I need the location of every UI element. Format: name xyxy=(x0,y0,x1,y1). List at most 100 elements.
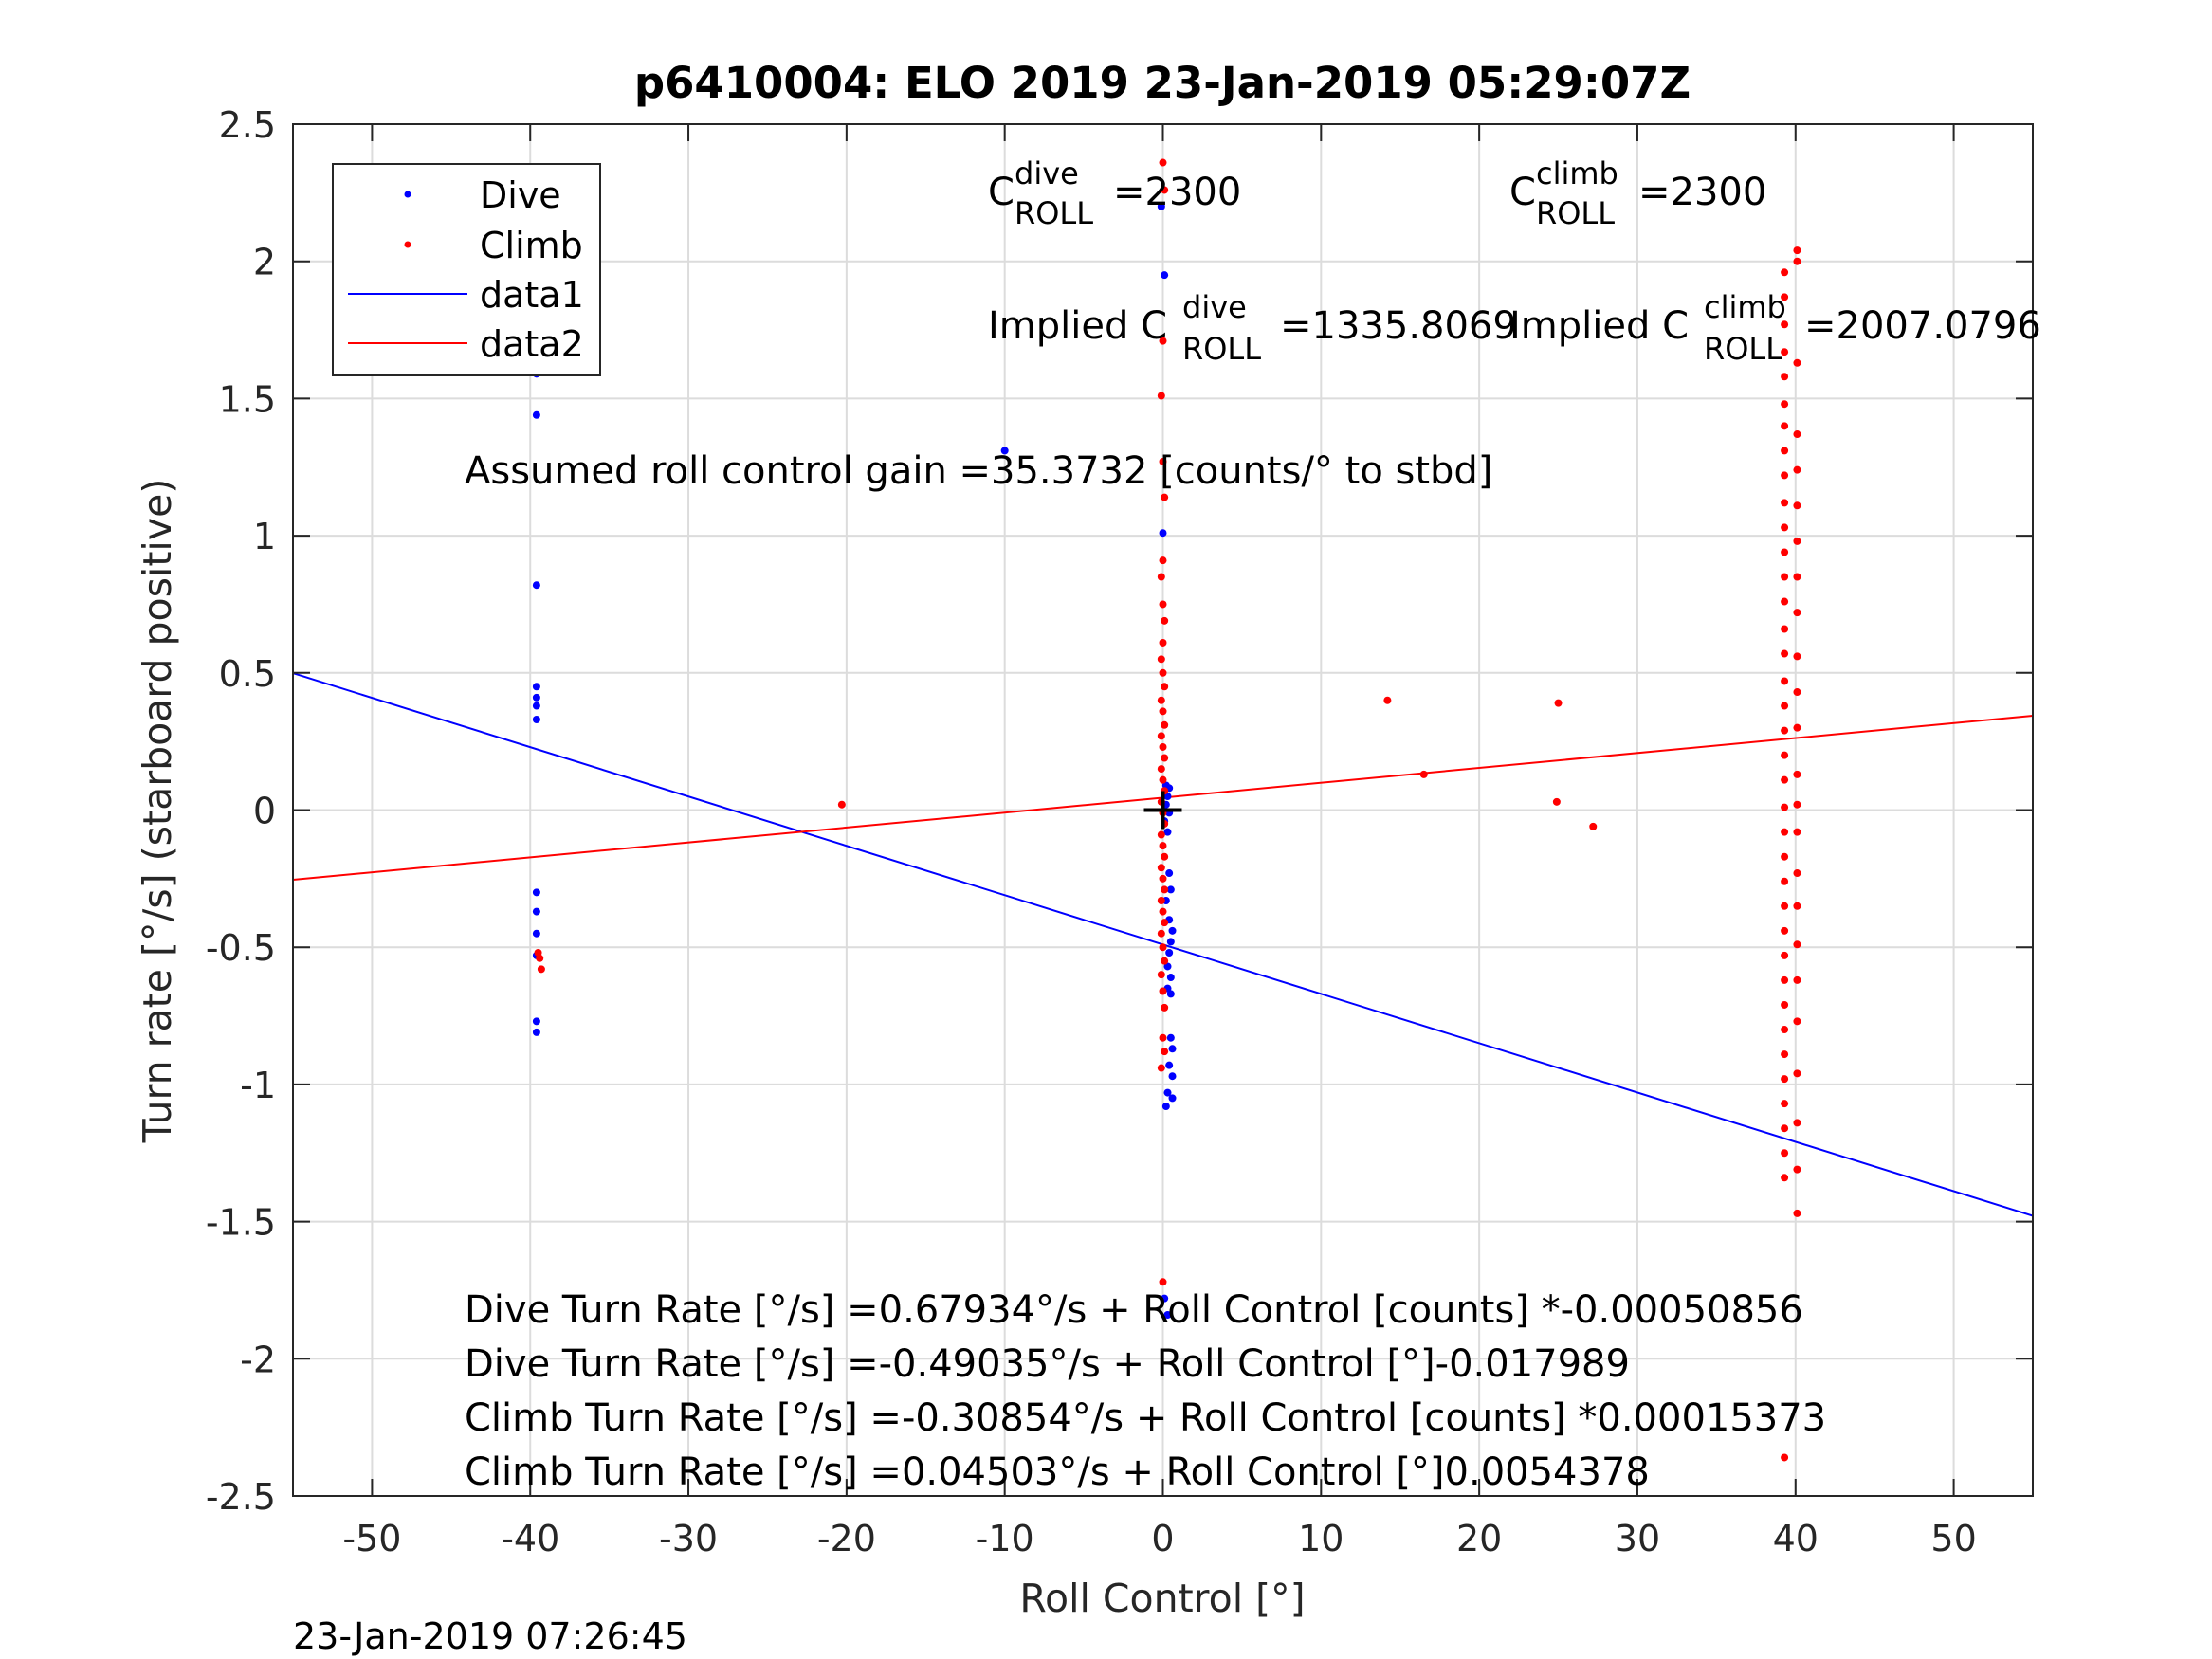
point-climb xyxy=(1793,501,1801,510)
point-climb xyxy=(1157,1064,1165,1072)
svg-text:dive: dive xyxy=(1182,289,1247,325)
point-climb xyxy=(1159,158,1167,167)
point-climb xyxy=(1157,655,1165,664)
svg-text:dive: dive xyxy=(1015,155,1079,191)
point-climb xyxy=(1793,1069,1801,1078)
x-tick-label: 0 xyxy=(1151,1518,1174,1559)
point-climb xyxy=(1157,929,1165,938)
point-climb xyxy=(1781,951,1789,959)
svg-text:ROLL: ROLL xyxy=(1536,195,1615,231)
point-climb xyxy=(1781,499,1789,507)
point-dive xyxy=(532,702,540,710)
point-climb xyxy=(1157,830,1165,839)
point-climb xyxy=(1793,465,1801,474)
x-tick-label: -50 xyxy=(342,1518,401,1559)
point-climb xyxy=(1161,493,1169,501)
point-climb xyxy=(1793,1017,1801,1026)
point-climb xyxy=(1159,638,1167,647)
point-climb xyxy=(1161,720,1169,729)
point-climb xyxy=(1781,775,1789,784)
point-dive xyxy=(1168,1072,1177,1081)
point-climb xyxy=(1161,885,1169,894)
point-climb xyxy=(1383,696,1392,704)
point-climb xyxy=(1159,600,1167,609)
point-climb xyxy=(1781,597,1789,606)
origin-marker xyxy=(1143,791,1182,830)
svg-text:=1335.8069: =1335.8069 xyxy=(1280,304,1517,348)
point-climb xyxy=(1793,257,1801,265)
point-dive xyxy=(532,907,540,916)
point-dive xyxy=(1161,1103,1170,1111)
point-dive xyxy=(1161,1294,1169,1303)
point-dive xyxy=(1165,1061,1174,1069)
point-climb xyxy=(1157,392,1165,400)
legend-swatch-dive xyxy=(404,191,411,198)
point-climb xyxy=(1781,902,1789,910)
point-dive xyxy=(1163,1310,1172,1319)
point-dive xyxy=(1166,885,1175,894)
annotation-eq-dive-counts: Dive Turn Rate [°/s] =0.67934°/s + Roll … xyxy=(465,1288,1803,1332)
chart-title: p6410004: ELO 2019 23-Jan-2019 05:29:07Z xyxy=(634,58,1691,108)
point-climb xyxy=(1159,1033,1167,1042)
point-climb xyxy=(1161,754,1169,762)
point-climb xyxy=(1781,803,1789,811)
svg-text:=2300: =2300 xyxy=(1638,171,1766,214)
legend-label-climb: Climb xyxy=(480,225,583,266)
point-climb xyxy=(1781,400,1789,409)
svg-text:C: C xyxy=(988,171,1015,214)
svg-text:=2007.0796: =2007.0796 xyxy=(1804,304,2041,348)
point-dive xyxy=(1166,974,1175,982)
point-climb xyxy=(837,800,846,809)
point-dive xyxy=(1166,938,1175,946)
point-dive xyxy=(532,693,540,702)
point-climb xyxy=(1781,293,1789,301)
point-dive xyxy=(1157,202,1165,210)
point-climb xyxy=(1781,320,1789,329)
point-climb xyxy=(1793,430,1801,439)
point-climb xyxy=(1552,797,1561,806)
y-tick-label: 2.5 xyxy=(219,104,276,146)
point-climb xyxy=(1793,869,1801,878)
svg-text:ROLL: ROLL xyxy=(1182,331,1261,367)
point-dive xyxy=(1168,926,1177,935)
point-climb xyxy=(1159,742,1167,751)
legend-label-data1: data1 xyxy=(480,274,584,316)
point-climb xyxy=(1781,447,1789,455)
point-dive xyxy=(532,1017,540,1026)
point-climb xyxy=(1781,348,1789,356)
point-climb xyxy=(1159,943,1167,952)
point-climb xyxy=(1159,775,1167,784)
annotation-c-climb: C climb ROLL =2300 xyxy=(1509,155,1766,231)
svg-text:Implied C: Implied C xyxy=(1509,304,1689,348)
svg-text:ROLL: ROLL xyxy=(1704,331,1782,367)
point-climb xyxy=(1161,852,1169,861)
y-tick-label: -1 xyxy=(240,1065,276,1106)
point-dive xyxy=(1165,948,1174,957)
point-climb xyxy=(1793,1165,1801,1174)
point-climb xyxy=(1793,537,1801,545)
axis-ticks xyxy=(293,123,2033,1497)
point-climb xyxy=(1781,751,1789,759)
y-tick-label: -1.5 xyxy=(206,1202,276,1244)
y-tick-label: -2.5 xyxy=(206,1476,276,1518)
point-climb xyxy=(1157,732,1165,740)
point-climb xyxy=(1157,573,1165,581)
point-climb xyxy=(1793,1209,1801,1217)
point-climb xyxy=(537,965,545,974)
point-climb xyxy=(1793,688,1801,697)
point-climb xyxy=(1793,609,1801,617)
point-climb xyxy=(1161,919,1169,927)
point-climb xyxy=(1781,1100,1789,1108)
point-climb xyxy=(1554,699,1563,707)
point-dive xyxy=(1159,529,1167,538)
y-tick-label: -0.5 xyxy=(206,927,276,969)
point-dive xyxy=(1000,447,1009,455)
point-climb xyxy=(1161,186,1169,194)
point-climb xyxy=(1793,573,1801,581)
point-climb xyxy=(1781,1453,1789,1462)
point-climb xyxy=(1781,1000,1789,1009)
annotation-eq-dive-degrees: Dive Turn Rate [°/s] =-0.49035°/s + Roll… xyxy=(465,1342,1630,1386)
point-climb xyxy=(1793,246,1801,255)
point-dive xyxy=(1168,1094,1177,1103)
svg-text:climb: climb xyxy=(1704,289,1786,325)
